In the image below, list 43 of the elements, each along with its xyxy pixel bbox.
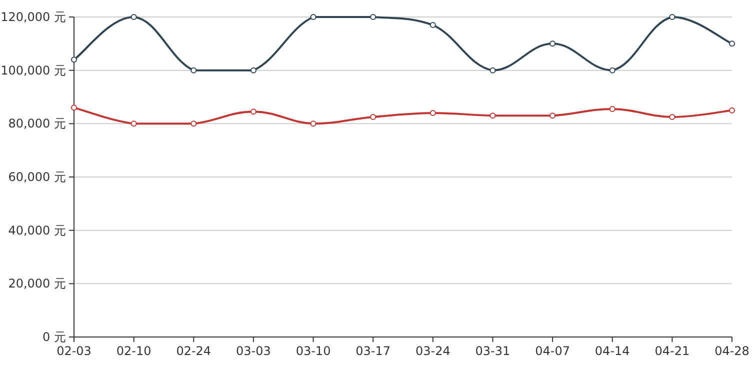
point [190,67,197,74]
point [130,14,137,20]
point [71,104,77,111]
y-tick-label: 60,000 元 [8,170,66,184]
y-tick-label: 40,000 元 [8,223,66,238]
point [310,14,316,20]
point [490,67,496,74]
point [250,108,256,115]
x-tick-label: 04-07 [535,344,570,358]
point [609,106,616,112]
x-tick-label: 03-24 [415,344,450,358]
y-tick-label: 0 元 [42,330,66,344]
x-tick-label: 02-03 [56,344,92,358]
point [130,120,137,127]
point [71,56,77,63]
x-tick-label: 02-24 [176,344,212,358]
point [550,40,556,47]
point [310,120,316,127]
x-tick-label: 03-10 [296,344,331,358]
point [669,14,676,20]
point [669,114,676,120]
point [190,120,197,127]
x-tick-label: 03-31 [475,344,510,358]
point [370,14,376,20]
point [430,22,436,28]
point [729,40,735,47]
x-tick-label: 04-28 [714,344,750,358]
y-tick-label: 80,000 元 [8,116,66,131]
y-tick-label: 20,000 元 [8,276,66,291]
point [609,67,616,74]
x-tick-label: 03-17 [356,344,391,358]
point [250,67,256,74]
point [430,110,436,116]
x-tick-label: 04-21 [654,344,690,358]
point [490,112,496,119]
point [729,107,735,114]
point [370,114,376,120]
x-tick-label: 03-03 [236,344,271,358]
x-tick-label: 02-10 [116,344,152,358]
y-tick-label: 100,000 元 [0,63,66,78]
point [550,112,556,119]
x-tick-label: 04-14 [594,344,630,358]
y-tick-label: 120,000 元 [0,10,66,24]
